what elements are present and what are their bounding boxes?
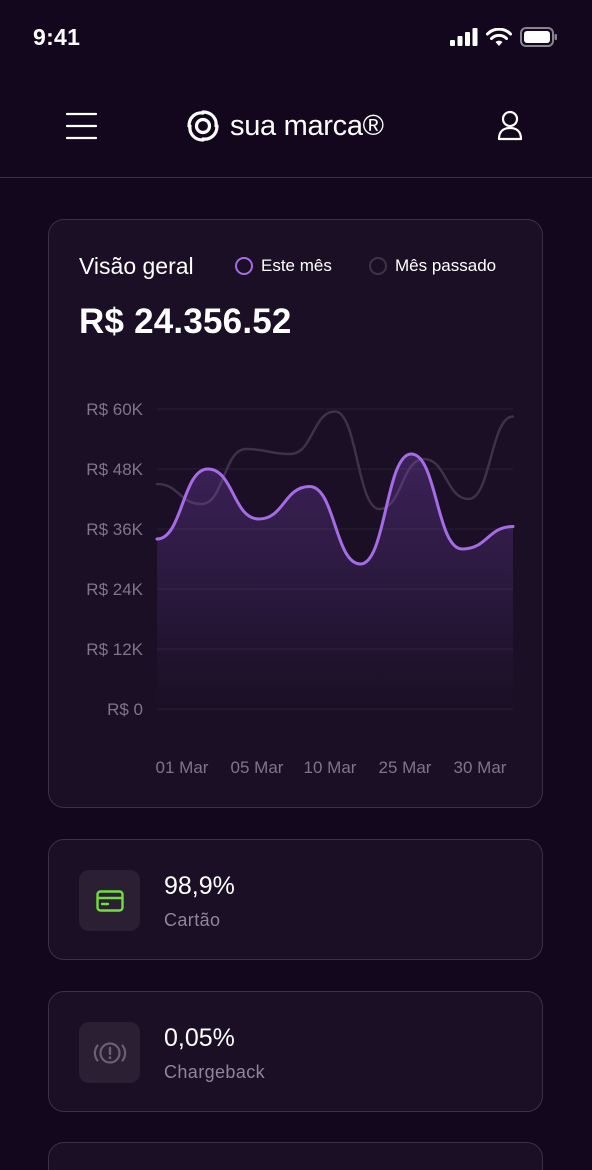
brand-logo[interactable]: sua marca®	[186, 106, 384, 146]
user-profile-button[interactable]	[490, 106, 530, 146]
overview-line-chart: R$ 0 R$ 12K R$ 24K R$ 36K R$ 48K R$ 60K 01 Ma…	[86, 400, 515, 777]
y-tick-label: R$ 36K	[86, 520, 143, 539]
legend-last-month-dot	[369, 257, 387, 275]
stat-value: 0,05%	[164, 1024, 235, 1052]
y-tick-label: R$ 0	[107, 700, 143, 719]
user-icon	[497, 110, 523, 141]
overview-title: Visão geral	[79, 253, 194, 279]
menu-button[interactable]	[62, 106, 102, 146]
stat-label: Chargeback	[164, 1062, 266, 1082]
stat-label: Cartão	[164, 910, 221, 930]
stat-card-partial[interactable]	[48, 1142, 543, 1170]
stat-icon-box	[79, 1022, 140, 1083]
y-tick-label: R$ 48K	[86, 460, 143, 479]
legend-this-month-dot	[235, 257, 253, 275]
brand-name: sua marca®	[230, 109, 384, 142]
status-time: 9:41	[33, 24, 81, 50]
series-this-month-area	[157, 454, 513, 709]
x-tick-label: 05 Mar	[231, 758, 284, 777]
stat-value: 98,9%	[164, 872, 235, 900]
top-navbar: sua marca®	[0, 74, 592, 178]
stat-card-card[interactable]: 98,9% Cartão	[48, 839, 543, 960]
x-tick-label: 25 Mar	[379, 758, 432, 777]
wifi-icon	[486, 27, 512, 46]
y-tick-label: R$ 60K	[86, 400, 143, 419]
series-this-month-line	[155, 452, 515, 566]
y-tick-label: R$ 12K	[86, 640, 143, 659]
legend-this-month-label: Este mês	[261, 256, 332, 275]
brand-mark-icon	[187, 110, 219, 142]
alert-circle-icon	[93, 1041, 126, 1064]
stat-card-chargeback[interactable]: 0,05% Chargeback	[48, 991, 543, 1112]
x-tick-label: 01 Mar	[156, 758, 209, 777]
signal-icon	[450, 28, 478, 46]
legend-last-month[interactable]: Mês passado	[369, 256, 496, 276]
x-tick-label: 30 Mar	[454, 758, 507, 777]
x-tick-label: 10 Mar	[304, 758, 357, 777]
overview-card: R$ 0 R$ 12K R$ 24K R$ 36K R$ 48K R$ 60K 01 Ma…	[48, 219, 543, 808]
legend-last-month-label: Mês passado	[395, 256, 497, 275]
overview-total-amount: R$ 24.356.52	[79, 302, 292, 341]
status-bar: 9:41	[0, 0, 592, 74]
stat-icon-box	[79, 870, 140, 931]
status-icons	[450, 26, 558, 48]
hamburger-menu-icon	[65, 112, 98, 140]
y-tick-label: R$ 24K	[86, 580, 143, 599]
legend-this-month[interactable]: Este mês	[235, 256, 332, 276]
battery-icon	[520, 27, 557, 47]
credit-card-icon	[95, 889, 124, 912]
